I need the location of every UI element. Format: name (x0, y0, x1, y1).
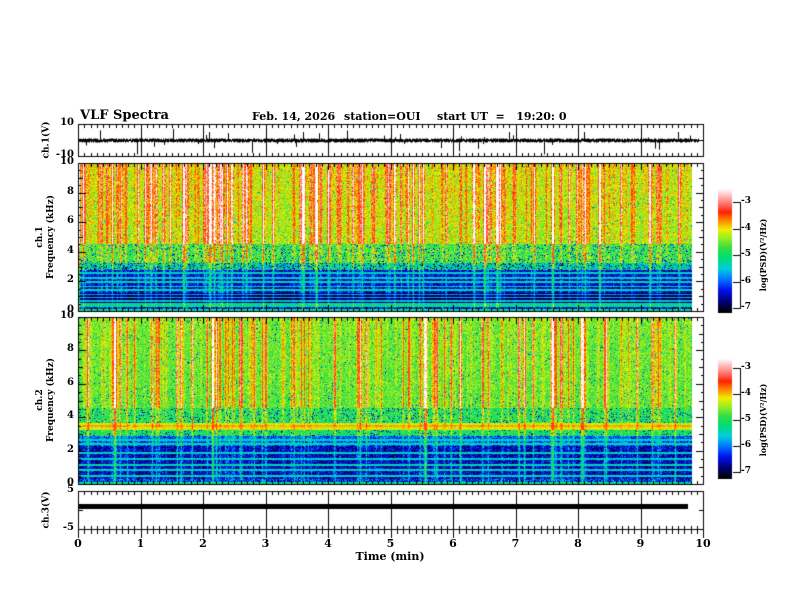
ch2-frequency-axis-line1: ch.2 (35, 389, 46, 411)
colorbar1-tick-label: -5 (741, 249, 751, 259)
date-label: Feb. 14, 2026 (252, 110, 336, 123)
x-tick-label: 6 (449, 537, 457, 550)
colorbar2-tick-label: -7 (741, 466, 751, 476)
colorbar1-tick-label: -4 (741, 222, 751, 233)
spec1-y-tick-label: 10 (60, 156, 74, 167)
ch1-frequency-axis-line2: Frequency (kHz) (46, 194, 56, 280)
x-tick-label: 3 (261, 537, 270, 550)
station-label: station=OUI (344, 110, 421, 123)
x-tick-label: 4 (324, 537, 332, 550)
x-tick-label: 9 (636, 537, 645, 550)
x-tick-label: 2 (199, 537, 207, 550)
ch2-frequency-axis-line2: Frequency (kHz) (46, 357, 56, 443)
spec1-y-tick-label: 8 (67, 185, 74, 197)
ch1-frequency-axis-line1: ch.1 (35, 226, 46, 248)
x-tick-label: 7 (511, 537, 520, 550)
ch1_wave-y-tick-label: 10 (60, 117, 74, 128)
ch3_wave-y-tick-label: 5 (67, 484, 74, 495)
ch2-frequency-axis-label: ch.2 Frequency (kHz) (35, 358, 57, 442)
figure-title: VLF Spectra (80, 108, 169, 123)
spec2-y-tick-label: 8 (67, 343, 74, 355)
colorbar2-tick-label: -4 (741, 388, 751, 398)
spec1-y-tick-label: 6 (67, 215, 74, 227)
x-tick-label: 5 (386, 537, 395, 550)
colorbar2-tick-label: -3 (741, 362, 751, 372)
start-ut-label: start UT = 19:20: 0 (437, 110, 567, 123)
x-tick-label: 0 (74, 537, 82, 550)
x-tick-label: 8 (574, 537, 582, 550)
spec1-y-tick-label: 2 (67, 274, 74, 286)
colorbar2-tick-label: -6 (741, 440, 751, 450)
spec2-y-tick-label: 0 (67, 477, 74, 488)
ch3_wave-y-tick-label: -5 (62, 522, 74, 533)
colorbar1-tick-label: -6 (741, 275, 751, 286)
x-tick-label: 1 (136, 537, 145, 550)
x-tick-label: 10 (695, 537, 711, 550)
ch1_wave-y-tick-label: -10 (55, 149, 74, 160)
colorbar2-tick-label: -5 (741, 414, 751, 424)
spec2-y-tick-label: 10 (60, 310, 74, 321)
ch1-frequency-axis-label: ch.1 Frequency (kHz) (35, 195, 57, 279)
colorbar1-tick-label: -3 (741, 196, 751, 206)
spec2-y-tick-label: 4 (67, 410, 74, 422)
colorbar1-tick-label: -7 (741, 302, 751, 312)
time-axis-label: Time (min) (355, 550, 425, 563)
spec1-y-tick-label: 4 (67, 244, 74, 256)
spec2-y-tick-label: 6 (67, 376, 74, 388)
spec2-y-tick-label: 2 (67, 443, 74, 455)
spec1-y-tick-label: 0 (67, 304, 74, 315)
